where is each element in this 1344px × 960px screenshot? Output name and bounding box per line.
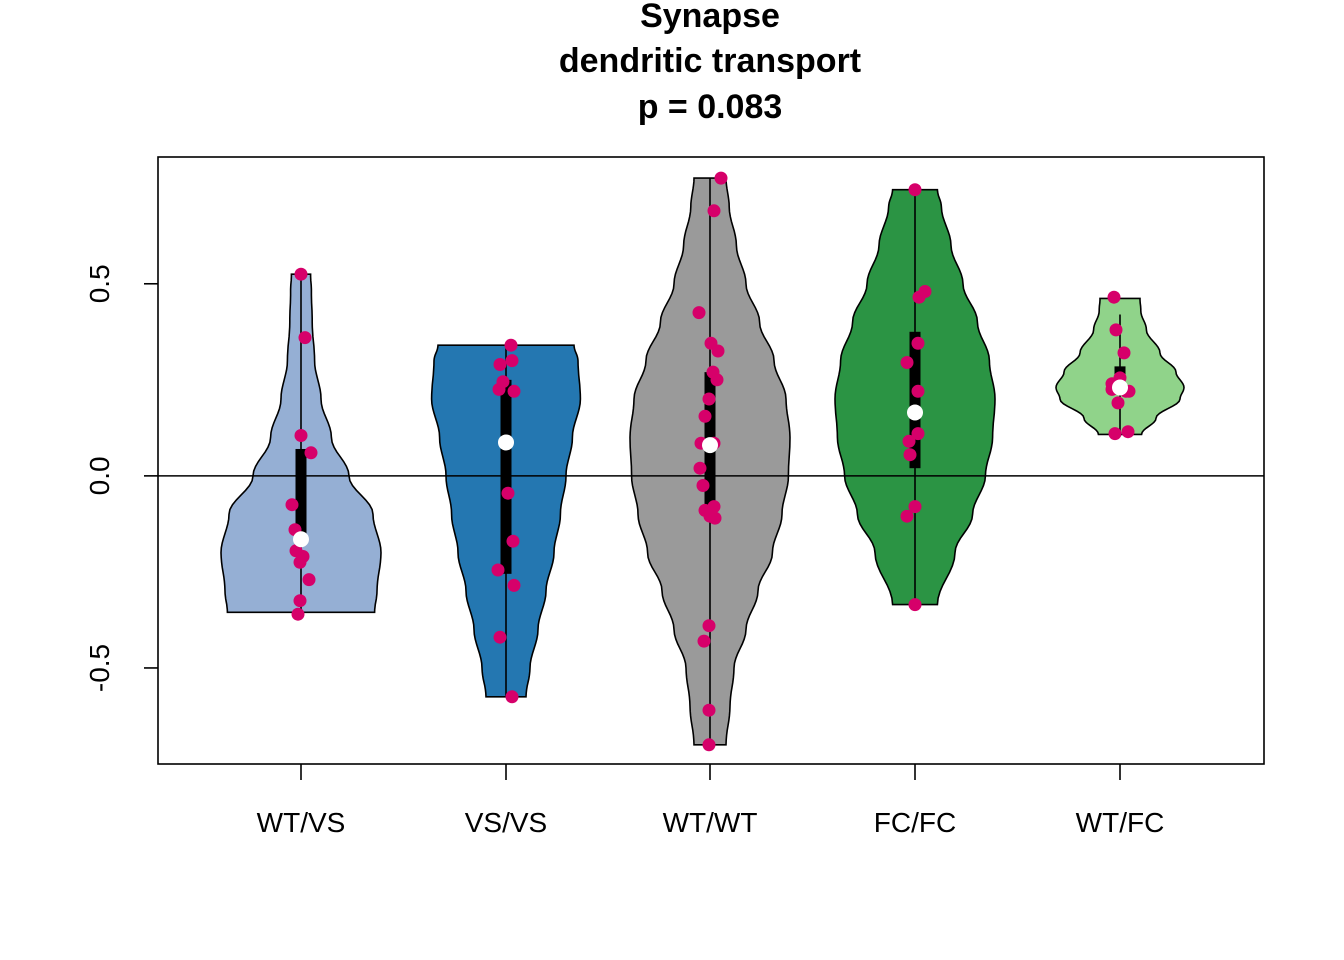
data-point-wt-fc: [1108, 427, 1122, 441]
y-axis: -0.5 0.0 0.5: [84, 264, 158, 692]
data-point-vs-vs: [504, 338, 518, 352]
data-point-wt-wt: [697, 634, 711, 648]
data-point-wt-wt: [707, 204, 721, 218]
title-line-3: p = 0.083: [638, 88, 783, 126]
data-point-wt-vs: [294, 267, 308, 281]
data-point-wt-wt: [702, 392, 716, 406]
data-point-wt-fc: [1121, 425, 1135, 439]
data-point-wt-wt: [702, 619, 716, 633]
data-point-vs-vs: [491, 563, 505, 577]
data-point-wt-wt: [693, 461, 707, 475]
data-point-fc-fc: [908, 598, 922, 612]
x-tick-label: FC/FC: [874, 807, 956, 838]
x-tick-label: WT/FC: [1076, 807, 1165, 838]
data-point-wt-wt: [698, 409, 712, 423]
median-marker-vs-vs: [498, 434, 514, 451]
data-point-wt-vs: [298, 331, 312, 345]
data-point-wt-wt: [702, 703, 716, 717]
median-marker-wt-vs: [293, 531, 309, 548]
y-tick-label: 0.5: [84, 264, 115, 303]
points-layer: [285, 171, 1136, 752]
title-line-2: dendritic transport: [559, 42, 861, 80]
data-point-fc-fc: [900, 509, 914, 523]
x-tick-label: WT/VS: [257, 807, 346, 838]
iqr-box-fc-fc: [909, 331, 921, 469]
data-point-wt-fc: [1117, 346, 1131, 360]
data-point-wt-vs: [293, 594, 307, 608]
data-point-fc-fc: [911, 384, 925, 398]
data-point-vs-vs: [493, 630, 507, 644]
data-point-fc-fc: [911, 336, 925, 350]
data-point-vs-vs: [505, 690, 519, 704]
data-point-fc-fc: [912, 290, 926, 304]
data-point-vs-vs: [493, 358, 507, 371]
data-point-fc-fc: [908, 183, 922, 197]
data-point-wt-vs: [291, 607, 305, 621]
data-point-wt-vs: [285, 498, 299, 512]
data-point-wt-fc: [1107, 290, 1121, 304]
iqr-box-vs-vs: [500, 379, 512, 574]
data-point-vs-vs: [501, 486, 515, 500]
data-point-wt-vs: [294, 429, 308, 442]
data-point-fc-fc: [902, 434, 916, 448]
median-marker-wt-fc: [1112, 379, 1128, 396]
data-point-wt-wt: [714, 171, 728, 185]
y-tick-label: 0.0: [84, 456, 115, 495]
plot-frame: [157, 156, 1265, 765]
iqr-box-wt-vs: [295, 448, 307, 546]
x-tick-label: VS/VS: [465, 807, 547, 838]
data-point-wt-vs: [293, 555, 307, 569]
violins-layer: [220, 177, 1185, 746]
data-point-wt-vs: [304, 446, 318, 460]
median-marker-wt-wt: [702, 437, 718, 454]
data-point-wt-wt: [702, 738, 716, 752]
data-point-wt-fc: [1109, 323, 1123, 337]
data-point-fc-fc: [900, 356, 914, 369]
data-point-vs-vs: [507, 578, 521, 592]
x-tick-label: WT/WT: [663, 807, 758, 838]
data-point-wt-wt: [696, 479, 710, 492]
title-line-1: Synapse: [640, 0, 780, 35]
chart-title: Synapse dendritic transport p = 0.083: [559, 0, 861, 126]
data-point-wt-wt: [711, 344, 725, 358]
data-point-vs-vs: [492, 382, 506, 396]
x-axis: WT/VS VS/VS WT/WT FC/FC WT/FC: [257, 764, 1165, 838]
data-point-wt-vs: [302, 573, 316, 587]
data-point-vs-vs: [507, 384, 521, 398]
data-point-fc-fc: [908, 500, 922, 514]
y-tick-label: -0.5: [84, 644, 115, 692]
data-point-fc-fc: [911, 427, 925, 441]
data-point-fc-fc: [903, 448, 917, 462]
data-point-wt-wt: [710, 373, 724, 387]
data-point-wt-wt: [692, 306, 706, 320]
median-marker-fc-fc: [907, 404, 923, 421]
data-point-vs-vs: [505, 354, 519, 368]
data-point-wt-fc: [1111, 396, 1125, 410]
data-point-wt-wt: [708, 511, 722, 525]
data-point-vs-vs: [506, 534, 520, 548]
